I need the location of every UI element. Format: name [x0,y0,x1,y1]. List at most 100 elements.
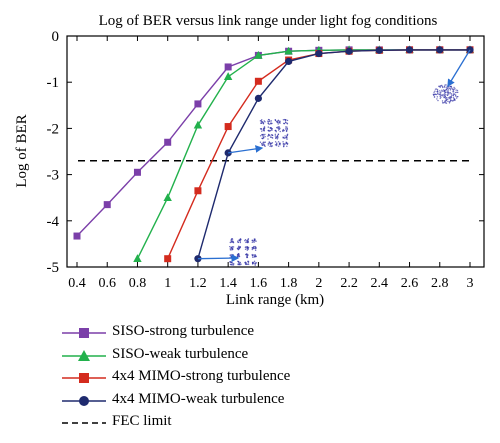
y-tick-label: -1 [47,75,60,91]
inset-dot [434,90,436,92]
inset-dot [253,241,255,244]
legend-swatch-mimo-strong [62,373,106,383]
inset-dot [434,93,437,96]
inset-dot [286,119,289,122]
inset-dot [246,253,248,255]
x-tick-label: 1.8 [280,276,298,291]
data-point [224,123,232,131]
inset-dot [263,144,266,146]
inset-dot [447,100,449,103]
data-point [405,46,414,54]
inset-dot [436,90,438,93]
x-tick-label: 2.4 [371,276,389,291]
x-tick-label: 1 [164,276,171,291]
inset-dot [446,94,449,96]
inset-dot [252,256,254,259]
inset-dot [283,144,285,146]
inset-dot [238,255,240,257]
inset-dot [251,239,253,242]
inset-dot [433,91,435,94]
inset-dot [453,98,456,100]
inset-dot [246,256,248,259]
inset-dot [449,91,451,94]
inset-dot [284,121,287,124]
inset-dot [279,144,281,146]
data-point [345,47,353,55]
inset-dot [445,93,447,96]
inset-dot [251,247,254,249]
inset-dot [268,141,271,143]
inset-dot [267,121,270,123]
inset-dot [270,144,272,147]
inset-dot [441,100,444,102]
inset-dot [449,89,452,91]
inset-dot [279,122,281,124]
inset-dot [444,101,446,103]
data-point [436,46,444,54]
inset-dot [264,141,266,143]
legend-swatch-fec-limit [62,422,106,424]
data-point [254,50,263,59]
inset-dot [450,93,453,95]
inset-dot [286,122,288,124]
x-tick-label: 2 [315,276,322,291]
inset-dot [440,91,442,93]
plot-frame [66,35,485,268]
inset-dot [253,245,255,248]
chart-title: Log of BER versus link range under light… [99,13,438,29]
legend-label: SISO-strong turbulence [112,323,255,339]
inset-dot [447,93,449,95]
inset-dot [239,241,242,244]
inset-dot [264,145,266,148]
inset-dot [443,85,446,88]
series-line [197,49,470,259]
inset-dot [439,97,441,100]
inset-dot [443,93,445,96]
inset-dot [269,145,271,148]
inset-dot [263,127,265,129]
y-tick-label: -4 [47,214,60,230]
data-point [254,94,262,102]
legend: SISO-strong turbulence SISO-weak turbule… [60,322,460,435]
inset-dot [284,143,286,146]
inset-dot [231,238,233,240]
inset-dot [447,89,449,92]
inset-dot [282,119,285,121]
inset-dot [267,138,269,140]
inset-dot [270,142,272,145]
inset-dot [442,89,445,91]
data-point [194,255,202,263]
inset-dot [267,144,269,146]
series-0 [73,46,474,240]
inset-dot [269,120,271,122]
inset-dot [262,135,264,138]
inset-dot [251,248,253,251]
inset-dot [443,96,445,99]
data-point [375,46,383,54]
data-point [164,255,172,263]
inset-dot [229,249,232,251]
x-axis-label: Link range (km) [226,292,324,308]
inset-dot [261,144,263,146]
inset-dot [286,126,288,128]
inset-dot [445,97,448,99]
inset-dot [236,255,239,258]
inset-dot [277,129,280,131]
inset-dot [441,85,444,88]
inset-dot [269,142,271,144]
inset-dot [282,145,285,148]
inset-dot [263,142,265,144]
inset-dot [438,85,441,87]
legend-swatch-siso-strong [62,328,106,338]
inset-dot [454,99,456,101]
inset-dot [278,120,280,122]
inset-dot [238,263,241,265]
data-point [194,187,202,195]
inset-dot [236,247,239,250]
inset-dot [450,86,452,88]
inset-dot [433,93,436,95]
inset-dot [285,142,287,145]
constellation-inset-mid [259,118,289,148]
inset-dot [436,96,439,98]
inset-dot [270,127,272,129]
